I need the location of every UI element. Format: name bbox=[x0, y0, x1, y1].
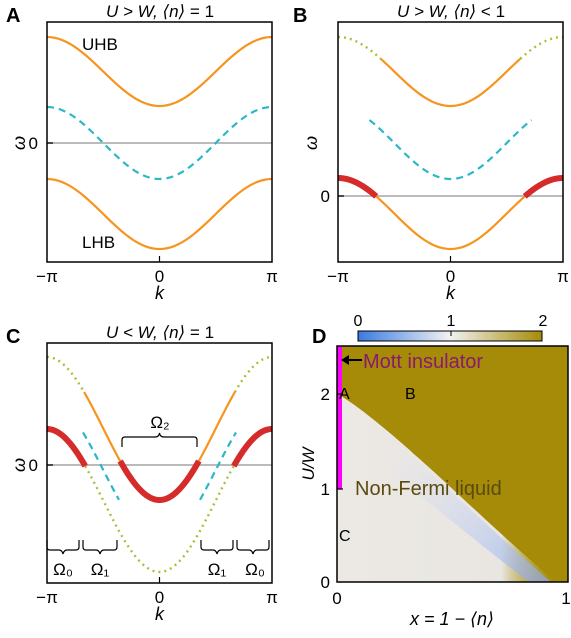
mott-insulator-label: Mott insulator bbox=[363, 351, 483, 373]
ytick-zero: 0 bbox=[321, 187, 330, 206]
omega1-left-label: Ω₁ bbox=[91, 560, 110, 579]
upper-band-dotted-left bbox=[338, 35, 382, 60]
y-axis-label: ω bbox=[301, 136, 321, 150]
ytick-zero: 0 bbox=[29, 456, 38, 475]
panel-title: U > W, ⟨n⟩ < 1 bbox=[397, 2, 505, 21]
xtick-left: −π bbox=[36, 588, 58, 607]
omega2-bracket bbox=[121, 432, 198, 447]
xtick: 0 bbox=[332, 589, 341, 608]
lhb-label: LHB bbox=[82, 233, 115, 252]
panel-letter: C bbox=[6, 326, 20, 348]
xtick-mid: 0 bbox=[155, 267, 164, 286]
x-axis-label: k bbox=[446, 283, 456, 303]
panel-c: C U < W, ⟨n⟩ = 1 Ω₂ Ω₀ bbox=[6, 323, 278, 624]
panel-title: U > W, ⟨n⟩ = 1 bbox=[106, 2, 214, 21]
panel-letter: A bbox=[6, 5, 20, 27]
occupied-states-right bbox=[231, 426, 272, 468]
lower-band-curve bbox=[338, 176, 563, 251]
xtick-right: π bbox=[266, 588, 278, 607]
ytick: 1 bbox=[321, 480, 330, 499]
xtick-left: −π bbox=[327, 267, 349, 286]
panel-letter: B bbox=[293, 5, 307, 27]
uhb-label: UHB bbox=[82, 35, 118, 54]
dashed-band-left bbox=[82, 431, 120, 501]
upper-band-curve bbox=[380, 57, 521, 108]
colorbar-tick: 0 bbox=[354, 313, 363, 330]
point-b-label: B bbox=[405, 386, 416, 403]
xtick-right: π bbox=[266, 267, 278, 286]
point-a-label: A bbox=[339, 386, 350, 403]
upper-band-right bbox=[197, 391, 236, 462]
omega0-left-label: Ω₀ bbox=[53, 560, 73, 579]
panel-title: U < W, ⟨n⟩ = 1 bbox=[106, 323, 214, 342]
panel-d: D 0 1 2 Mott insulator Non-Fermi liquid … bbox=[299, 313, 571, 629]
occupied-states-left bbox=[47, 426, 88, 468]
colorbar-tick: 2 bbox=[539, 313, 548, 330]
occupied-states-right bbox=[522, 175, 563, 199]
ytick-zero: 0 bbox=[29, 134, 38, 153]
panel-letter: D bbox=[312, 326, 326, 348]
upper-band-dotted-left bbox=[47, 355, 86, 393]
dashed-band-curve bbox=[368, 119, 533, 181]
ytick: 0 bbox=[321, 573, 330, 592]
upper-band-left bbox=[83, 391, 122, 462]
x-axis-label: k bbox=[155, 604, 165, 624]
omega-brackets-bottom bbox=[46, 540, 270, 555]
point-c-label: C bbox=[339, 528, 351, 545]
phase-diagram bbox=[337, 346, 568, 582]
axes-frame bbox=[337, 21, 564, 263]
axes-frame bbox=[336, 345, 569, 583]
omega0-right-label: Ω₀ bbox=[245, 560, 265, 579]
dashed-band-curve bbox=[47, 105, 272, 181]
omega2-label: Ω₂ bbox=[150, 413, 169, 432]
xtick-right: π bbox=[557, 267, 569, 286]
uhb-band-curve bbox=[47, 35, 272, 108]
xtick-left: −π bbox=[36, 267, 58, 286]
panel-b: B U > W, ⟨n⟩ < 1 0 ω −π 0 π k bbox=[293, 2, 569, 303]
upper-band-dotted-right bbox=[233, 355, 272, 393]
mott-arrow bbox=[341, 355, 362, 365]
omega1-right-label: Ω₁ bbox=[208, 560, 227, 579]
lower-band-dotted bbox=[84, 465, 235, 574]
x-axis-label: x = 1 − ⟨n⟩ bbox=[409, 609, 494, 629]
xtick-mid: 0 bbox=[446, 267, 455, 286]
dashed-band-right bbox=[199, 431, 237, 501]
occupied-states-left bbox=[338, 175, 379, 199]
non-fermi-liquid-label: Non-Fermi liquid bbox=[355, 478, 502, 500]
lhb-band-curve bbox=[47, 177, 272, 251]
y-axis-label: ω bbox=[9, 458, 29, 472]
occupied-states-middle bbox=[117, 459, 202, 504]
ytick: 2 bbox=[321, 385, 330, 404]
panel-a: A U > W, ⟨n⟩ = 1 UHB LHB 0 ω −π 0 π k bbox=[6, 2, 278, 303]
xtick: 1 bbox=[561, 589, 570, 608]
colorbar-tick: 1 bbox=[447, 313, 456, 330]
y-axis-label: U/W bbox=[299, 446, 318, 481]
mott-insulator-line bbox=[337, 346, 342, 489]
y-axis-label: ω bbox=[9, 136, 29, 150]
xtick-mid: 0 bbox=[155, 588, 164, 607]
blue-ridge bbox=[391, 438, 552, 582]
x-axis-label: k bbox=[155, 283, 165, 303]
upper-band-dotted-right bbox=[519, 35, 563, 60]
colorbar bbox=[357, 330, 543, 342]
